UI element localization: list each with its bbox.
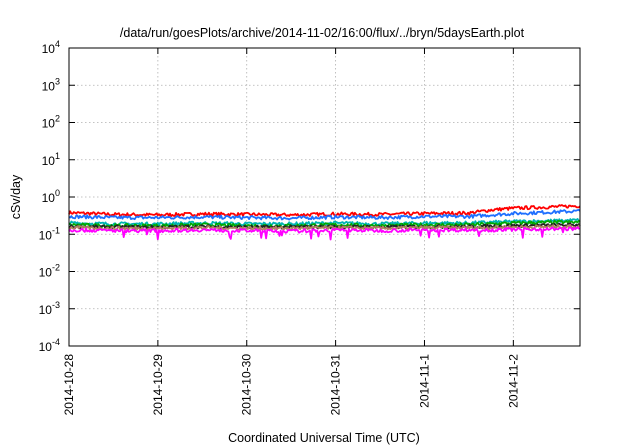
series-group — [68, 204, 581, 241]
y-tick-exponent: 0 — [55, 188, 60, 198]
x-axis-label: Coordinated Universal Time (UTC) — [228, 431, 420, 445]
axis-ticks — [68, 47, 580, 347]
y-tick-label: 10-3 — [39, 300, 60, 317]
x-tick-label: 2014-11-2 — [506, 354, 520, 408]
y-tick-exponent: -1 — [52, 225, 60, 235]
y-tick-exponent: 3 — [55, 76, 60, 86]
x-tick-label: 2014-10-29 — [151, 354, 165, 416]
x-tick-label: 2014-10-31 — [329, 354, 343, 416]
y-tick-label: 101 — [42, 151, 60, 168]
y-axis-label: cSv/day — [9, 174, 23, 219]
y-tick-label: 10-1 — [39, 225, 60, 242]
series-line — [68, 226, 581, 241]
y-tick-exponent: -3 — [52, 300, 60, 310]
x-tick-label: 2014-10-28 — [62, 354, 76, 416]
y-tick-label: 104 — [42, 39, 60, 56]
x-tick-label: 2014-10-30 — [240, 354, 254, 416]
y-tick-exponent: 4 — [55, 39, 60, 49]
x-tick-labels: 2014-10-28 2014-10-29 2014-10-30 2014-10-31… — [62, 354, 520, 416]
grid — [69, 48, 580, 346]
y-tick-exponent: 2 — [55, 114, 60, 124]
series-line — [68, 223, 581, 231]
y-tick-label: 10-4 — [39, 337, 60, 354]
y-tick-label: 103 — [42, 76, 60, 93]
chart-title: /data/run/goesPlots/archive/2014-11-02/1… — [120, 26, 525, 40]
x-tick-label: 2014-11-1 — [417, 354, 431, 408]
y-tick-label: 10-2 — [39, 263, 60, 280]
y-tick-exponent: 1 — [55, 151, 60, 161]
y-tick-exponent: -2 — [52, 263, 60, 273]
y-tick-exponent: -4 — [52, 337, 60, 347]
series-line — [68, 208, 581, 221]
y-tick-label: 102 — [42, 114, 60, 131]
y-tick-label: 100 — [42, 188, 60, 205]
